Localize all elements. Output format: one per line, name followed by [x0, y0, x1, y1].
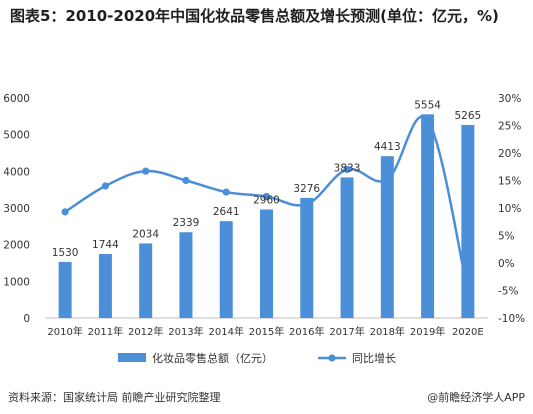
x-tick-label: 2011年: [88, 325, 123, 338]
growth-point-2019年: [423, 116, 432, 124]
growth-point-2015年: [262, 192, 271, 201]
growth-point-2012年: [142, 167, 150, 175]
bar-value-label: 2034: [132, 228, 159, 240]
bar-2014年: [219, 221, 233, 318]
growth-point-2013年: [182, 176, 190, 185]
x-tick-label: 2014年: [209, 325, 244, 338]
app-credit: @前瞻经济学人APP: [427, 391, 525, 404]
bar-2012年: [139, 243, 153, 318]
bar-value-label: 5265: [454, 110, 481, 122]
y-right-tick-label: -10%: [498, 313, 525, 325]
legend-bar-label: 化妆品零售总额（亿元）: [152, 351, 273, 365]
bar-value-label: 2960: [253, 194, 280, 206]
bar-value-label: 5554: [414, 99, 441, 111]
growth-point-2010年: [61, 208, 69, 216]
legend-line-label: 同比增长: [352, 351, 396, 365]
bar-2016年: [300, 197, 314, 318]
growth-point-2020E: [464, 288, 472, 296]
growth-point-2011年: [101, 182, 110, 190]
y-right-tick-label: 25%: [498, 121, 521, 133]
y-right-tick-label: -5%: [498, 286, 518, 298]
source-note: 资料来源：国家统计局 前瞻产业研究院整理: [8, 391, 221, 404]
x-tick-label: 2015年: [249, 325, 284, 338]
growth-point-2017年: [343, 165, 351, 174]
x-tick-label: 2017年: [329, 325, 364, 338]
y-right-tick-label: 15%: [498, 176, 521, 188]
x-tick-label: 2019年: [410, 325, 445, 338]
bar-2018年: [380, 156, 394, 318]
bars-layer: [58, 114, 475, 318]
bar-2019年: [421, 114, 435, 318]
bar-value-label: 2339: [173, 217, 200, 229]
bar-2017年: [340, 177, 354, 318]
bar-value-label: 3276: [293, 183, 320, 195]
x-tick-label: 2018年: [370, 325, 405, 338]
y-left-tick-label: 5000: [3, 130, 30, 142]
y-right-tick-label: 30%: [498, 93, 521, 105]
y-left-tick-label: 2000: [3, 240, 30, 252]
y-right-tick-label: 5%: [498, 231, 515, 243]
axes-layer: 0 1000 2000 3000 4000 5000 6000 -10% -5% 0% 5% 10% 1…: [3, 93, 525, 338]
y-right-tick-label: 0%: [498, 258, 515, 270]
growth-point-2018年: [383, 175, 391, 183]
y-left-tick-label: 3000: [3, 203, 30, 215]
y-left-tick-label: 0: [23, 313, 30, 325]
bar-value-label: 1744: [92, 239, 119, 251]
bar-2015年: [260, 209, 273, 318]
y-right-tick-label: 20%: [498, 148, 521, 160]
bar-value-label: 1530: [52, 247, 79, 259]
bar-value-label: 2641: [213, 206, 240, 218]
x-tick-label: 2020E: [452, 327, 484, 338]
growth-line-path: [64, 115, 470, 292]
bar-value-label: 4413: [374, 141, 401, 153]
x-tick-label: 2012年: [128, 325, 163, 338]
x-tick-label: 2016年: [289, 325, 324, 338]
legend: 化妆品零售总额（亿元） 同比增长: [118, 351, 396, 365]
y-left-tick-label: 6000: [3, 93, 30, 105]
y-left-tick-label: 4000: [3, 166, 30, 178]
bar-2011年: [98, 254, 112, 318]
y-right-tick-label: 10%: [498, 203, 521, 215]
growth-point-2014年: [222, 188, 230, 196]
labels-layer: 1530 1744 2034 2339 2641 2960 3276 3833 4413 5554…: [52, 99, 481, 259]
x-tick-label: 2013年: [168, 325, 203, 338]
growth-point-2016年: [303, 200, 311, 208]
x-tick-label: 2010年: [47, 325, 82, 338]
legend-line-marker: [328, 354, 336, 362]
bar-2013年: [179, 232, 193, 318]
growth-line-layer: [61, 115, 472, 296]
chart-title: 图表5：2010-2020年中国化妆品零售总额及增长预测(单位：亿元，%): [10, 7, 499, 25]
bar-2010年: [58, 261, 72, 318]
legend-bar-swatch: [118, 353, 146, 362]
bar-value-label: 3833: [334, 162, 361, 174]
y-left-tick-label: 1000: [3, 276, 30, 288]
